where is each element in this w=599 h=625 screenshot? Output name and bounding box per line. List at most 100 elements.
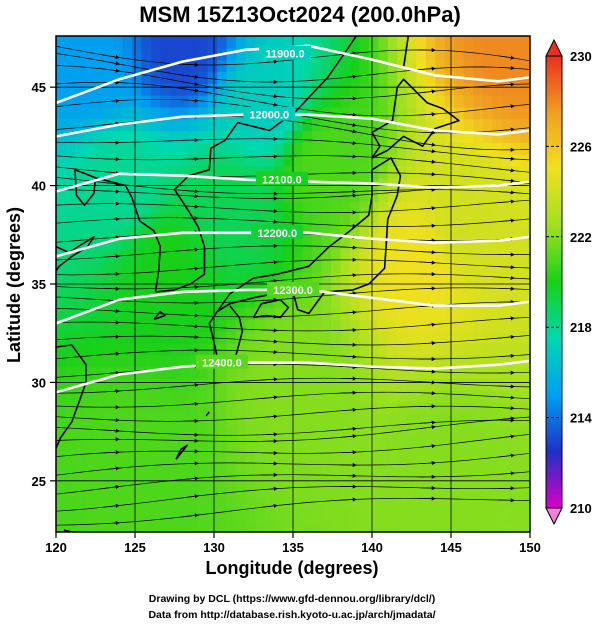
heat-cell	[74, 331, 86, 344]
heat-cell	[340, 142, 351, 155]
heat-cell	[302, 520, 313, 532]
heat-cell	[463, 390, 474, 403]
heat-cell	[511, 59, 522, 73]
chart-title: MSM 15Z13Oct2024 (200.0hPa)	[139, 2, 461, 27]
x-tick-label: 120	[45, 540, 67, 555]
heat-cell	[84, 449, 95, 462]
heat-cell	[141, 95, 152, 108]
heat-cell	[454, 331, 465, 344]
heat-cell	[122, 260, 133, 273]
heat-cell	[359, 47, 370, 61]
streamline-arrow	[498, 156, 515, 161]
heat-cell	[416, 213, 427, 226]
heat-cell	[321, 118, 332, 132]
heat-cell	[340, 413, 351, 427]
heat-cell	[217, 177, 228, 191]
streamline-arrow	[498, 286, 515, 291]
heat-cell	[425, 213, 436, 226]
heat-cell	[207, 154, 218, 167]
heat-cell	[198, 295, 209, 309]
heat-cell	[454, 343, 465, 356]
heat-cell	[302, 83, 313, 96]
heat-cell	[321, 213, 332, 226]
heat-cell	[84, 213, 95, 226]
heat-cell	[188, 95, 199, 108]
heat-cell	[112, 284, 123, 297]
heat-cell	[283, 402, 294, 415]
heat-cell	[160, 425, 171, 439]
heat-cell	[463, 213, 474, 226]
heat-cell	[349, 284, 360, 297]
heat-cell	[359, 295, 370, 309]
streamline-arrow	[340, 189, 357, 194]
heat-cell	[311, 331, 323, 344]
heat-cell	[112, 496, 123, 509]
heat-cell	[226, 189, 237, 202]
heat-cell	[492, 425, 503, 439]
heat-cell	[198, 402, 209, 415]
heat-cell	[56, 154, 67, 167]
heat-cell	[530, 331, 540, 343]
heat-cell	[359, 95, 370, 108]
coastline	[74, 169, 162, 293]
heat-cell	[302, 366, 313, 380]
heat-cell	[330, 201, 341, 214]
heat-cell	[160, 236, 171, 250]
heat-cell	[122, 520, 133, 532]
heat-cell	[330, 331, 341, 344]
streamline-arrow	[419, 322, 436, 327]
heat-cell	[387, 354, 398, 368]
heat-cell	[236, 307, 247, 321]
heat-cell	[492, 118, 503, 132]
heat-cell	[245, 496, 256, 509]
heat-cell	[302, 437, 313, 450]
heat-cell	[378, 295, 389, 309]
heat-cell	[274, 71, 285, 84]
heat-cell	[226, 71, 237, 84]
heat-cell	[93, 484, 104, 498]
heat-cell	[444, 331, 455, 344]
heat-cell	[141, 213, 152, 226]
heat-cell	[444, 390, 455, 403]
heat-cell	[198, 224, 209, 238]
heat-cell	[444, 378, 455, 391]
heat-cell	[387, 260, 398, 273]
heat-cell	[207, 307, 218, 321]
heat-cell	[160, 83, 171, 96]
heat-cell	[56, 402, 67, 415]
heat-cell	[311, 319, 323, 332]
heat-cell	[444, 354, 455, 368]
heat-cell	[188, 307, 199, 321]
heat-cell	[112, 59, 123, 73]
heat-cell	[141, 496, 152, 509]
heat-cell	[321, 284, 332, 297]
heat-cell	[330, 236, 341, 250]
heat-cell	[160, 106, 171, 120]
heat-cell	[198, 177, 209, 191]
heat-cell	[84, 248, 95, 261]
heat-cell	[530, 449, 540, 461]
heat-cell	[179, 130, 190, 143]
streamline-arrow	[340, 74, 357, 79]
heat-cell	[473, 461, 484, 474]
heat-cell	[56, 496, 67, 509]
heat-cell	[122, 402, 133, 415]
heat-cell	[378, 496, 389, 509]
heat-cell	[217, 378, 228, 391]
heat-cell	[473, 71, 484, 84]
heat-cell	[416, 354, 427, 368]
heat-cell	[103, 496, 114, 509]
heat-cell	[188, 201, 199, 214]
heat-cell	[463, 449, 474, 462]
heat-cell	[226, 484, 237, 498]
heat-cell	[293, 295, 304, 309]
heat-cell	[207, 71, 218, 84]
heat-cell	[378, 307, 389, 321]
heat-cell	[103, 295, 114, 309]
heat-cell	[359, 449, 370, 462]
heat-cell	[425, 71, 436, 84]
heat-cell	[103, 130, 114, 143]
heat-cell	[406, 425, 417, 439]
heat-cell	[482, 343, 493, 356]
heat-cell	[245, 437, 256, 450]
